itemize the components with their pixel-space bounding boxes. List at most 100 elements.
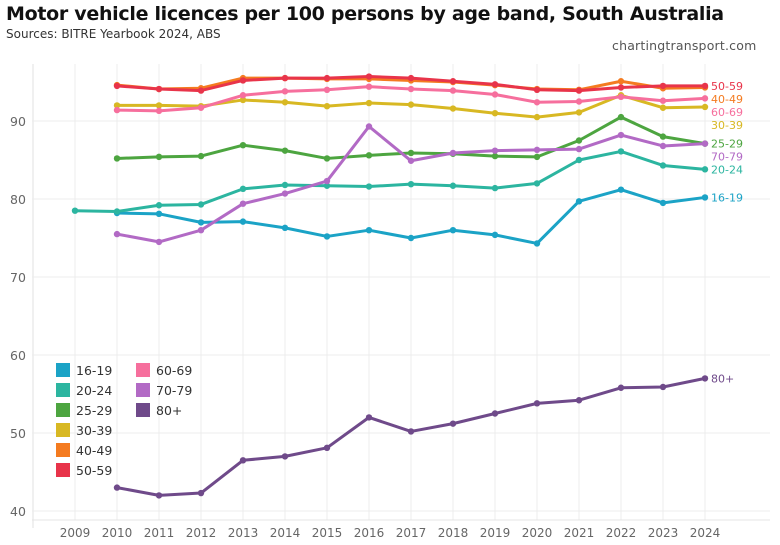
data-point[interactable] [323, 155, 331, 162]
data-point[interactable] [239, 141, 247, 149]
legend-item-30-39[interactable]: 30-39 [56, 422, 136, 438]
data-point[interactable] [197, 219, 205, 226]
data-point[interactable] [155, 85, 163, 93]
data-point[interactable] [617, 186, 625, 193]
data-point[interactable] [617, 148, 625, 155]
data-point[interactable] [491, 91, 499, 98]
data-point[interactable] [659, 133, 667, 140]
data-point[interactable] [71, 207, 79, 214]
data-point[interactable] [407, 101, 415, 108]
data-point[interactable] [701, 82, 709, 90]
data-point[interactable] [659, 162, 667, 169]
data-point[interactable] [449, 105, 457, 112]
data-point[interactable] [155, 102, 163, 109]
data-point[interactable] [659, 142, 667, 150]
data-point[interactable] [113, 155, 121, 162]
data-point[interactable] [701, 140, 709, 147]
data-point[interactable] [659, 199, 667, 207]
data-point[interactable] [449, 149, 457, 157]
data-point[interactable] [575, 397, 583, 404]
data-point[interactable] [491, 231, 499, 239]
data-point[interactable] [659, 383, 667, 391]
legend-item-16-19[interactable]: 16-19 [56, 362, 136, 378]
data-point[interactable] [323, 233, 331, 240]
data-point[interactable] [701, 103, 709, 111]
data-point[interactable] [155, 153, 163, 161]
data-point[interactable] [575, 109, 583, 116]
data-point[interactable] [533, 113, 541, 121]
data-point[interactable] [617, 84, 625, 91]
data-point[interactable] [701, 194, 709, 201]
data-point[interactable] [365, 414, 373, 421]
data-point[interactable] [323, 74, 331, 82]
data-point[interactable] [113, 208, 121, 215]
data-point[interactable] [407, 234, 415, 242]
data-point[interactable] [659, 82, 667, 90]
data-point[interactable] [491, 110, 499, 117]
data-point[interactable] [113, 102, 121, 109]
data-point[interactable] [407, 149, 415, 157]
data-point[interactable] [197, 104, 205, 111]
data-point[interactable] [281, 181, 289, 189]
legend-item-50-59[interactable]: 50-59 [56, 462, 136, 478]
data-point[interactable] [365, 99, 373, 107]
data-point[interactable] [197, 227, 205, 234]
data-point[interactable] [365, 183, 373, 190]
data-point[interactable] [281, 147, 289, 154]
data-point[interactable] [365, 83, 373, 90]
data-point[interactable] [365, 152, 373, 159]
data-point[interactable] [281, 190, 289, 197]
data-point[interactable] [281, 99, 289, 106]
legend-item-70-79[interactable]: 70-79 [136, 382, 216, 398]
legend-item-60-69[interactable]: 60-69 [136, 362, 216, 378]
data-point[interactable] [701, 375, 709, 382]
data-point[interactable] [449, 87, 457, 94]
data-point[interactable] [365, 73, 373, 80]
legend-item-20-24[interactable]: 20-24 [56, 382, 136, 398]
data-point[interactable] [659, 97, 667, 104]
data-point[interactable] [407, 428, 415, 435]
data-point[interactable] [365, 227, 373, 234]
data-point[interactable] [239, 77, 247, 84]
data-point[interactable] [617, 78, 625, 85]
data-point[interactable] [701, 166, 709, 173]
data-point[interactable] [533, 146, 541, 154]
data-point[interactable] [491, 147, 499, 154]
data-point[interactable] [323, 177, 331, 185]
data-point[interactable] [491, 410, 499, 417]
data-point[interactable] [449, 182, 457, 189]
data-point[interactable] [281, 453, 289, 460]
data-point[interactable] [197, 87, 205, 94]
data-point[interactable] [533, 153, 541, 161]
data-point[interactable] [239, 200, 247, 207]
data-point[interactable] [617, 384, 625, 391]
data-point[interactable] [575, 98, 583, 105]
data-point[interactable] [617, 131, 625, 139]
data-point[interactable] [113, 106, 121, 114]
data-point[interactable] [155, 202, 163, 209]
data-point[interactable] [155, 238, 163, 246]
data-point[interactable] [533, 240, 541, 247]
data-point[interactable] [407, 85, 415, 93]
data-point[interactable] [533, 99, 541, 106]
data-point[interactable] [575, 145, 583, 153]
data-point[interactable] [239, 457, 247, 464]
data-point[interactable] [197, 152, 205, 160]
data-point[interactable] [323, 444, 331, 452]
data-point[interactable] [239, 92, 247, 99]
data-point[interactable] [281, 74, 289, 82]
data-point[interactable] [575, 137, 583, 144]
data-point[interactable] [617, 113, 625, 121]
data-point[interactable] [575, 87, 583, 94]
data-point[interactable] [197, 489, 205, 497]
data-point[interactable] [533, 180, 541, 187]
legend-item-25-29[interactable]: 25-29 [56, 402, 136, 418]
data-point[interactable] [491, 152, 499, 160]
data-point[interactable] [323, 102, 331, 110]
data-point[interactable] [239, 96, 247, 104]
data-point[interactable] [575, 198, 583, 205]
data-point[interactable] [323, 86, 331, 94]
data-point[interactable] [533, 86, 541, 94]
data-point[interactable] [407, 180, 415, 188]
data-point[interactable] [155, 492, 163, 499]
